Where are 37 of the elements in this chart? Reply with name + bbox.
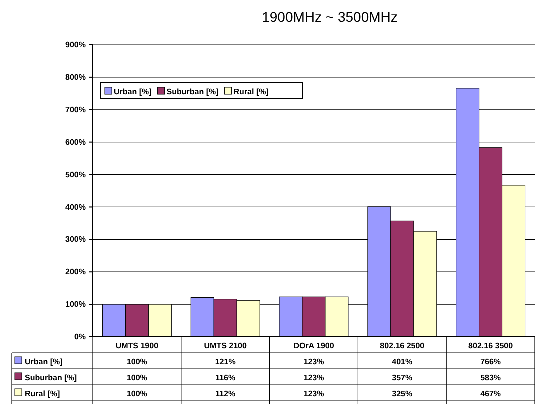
y-tick-label: 500% (66, 170, 86, 180)
y-tick-label: 800% (66, 73, 86, 82)
x-tick-label: UMTS 2100 (204, 342, 248, 350)
y-tick-label: 200% (66, 268, 86, 277)
text: Rural [%] (25, 390, 60, 398)
data-label: 100% (126, 374, 148, 382)
x-tick-label: DOrA 1900 (294, 342, 335, 350)
data-label: 583% (480, 374, 502, 382)
legend-label: Suburban [%] (166, 88, 220, 96)
data-label: 100% (126, 358, 148, 366)
data-label: 766% (480, 358, 502, 366)
data-label: 116% (216, 374, 236, 382)
data-label: 123% (304, 358, 324, 366)
y-tick-label: 300% (66, 235, 86, 244)
data-label: 100% (126, 390, 148, 398)
legend-label: Urban [%] (114, 88, 152, 96)
text: Suburban [%] (25, 374, 77, 382)
x-tick-label: 802.16 2500 (380, 342, 426, 350)
x-tick-label: 802.16 3500 (468, 342, 514, 350)
x-tick-label: UMTS 1900 (116, 342, 160, 350)
y-tick-label: 700% (66, 105, 86, 114)
data-label: 121% (215, 358, 236, 366)
data-label: 123% (304, 390, 324, 398)
legend-label: Rural [%] (234, 88, 270, 96)
data-label: 467% (480, 390, 502, 398)
y-tick-label: 900% (66, 40, 86, 50)
data-label: 123% (304, 374, 324, 382)
y-tick-label: 0% (74, 332, 86, 342)
data-label: 357% (392, 374, 413, 382)
text: Urban [%] (25, 358, 63, 366)
chart-title: 1900MHz ~ 3500MHz (262, 9, 398, 25)
data-label: 401% (392, 358, 413, 366)
data-label: 112% (216, 390, 236, 398)
y-tick-label: 400% (66, 202, 86, 212)
y-tick-label: 600% (66, 138, 86, 147)
data-label: 325% (392, 390, 413, 398)
y-tick-label: 100% (66, 300, 86, 310)
